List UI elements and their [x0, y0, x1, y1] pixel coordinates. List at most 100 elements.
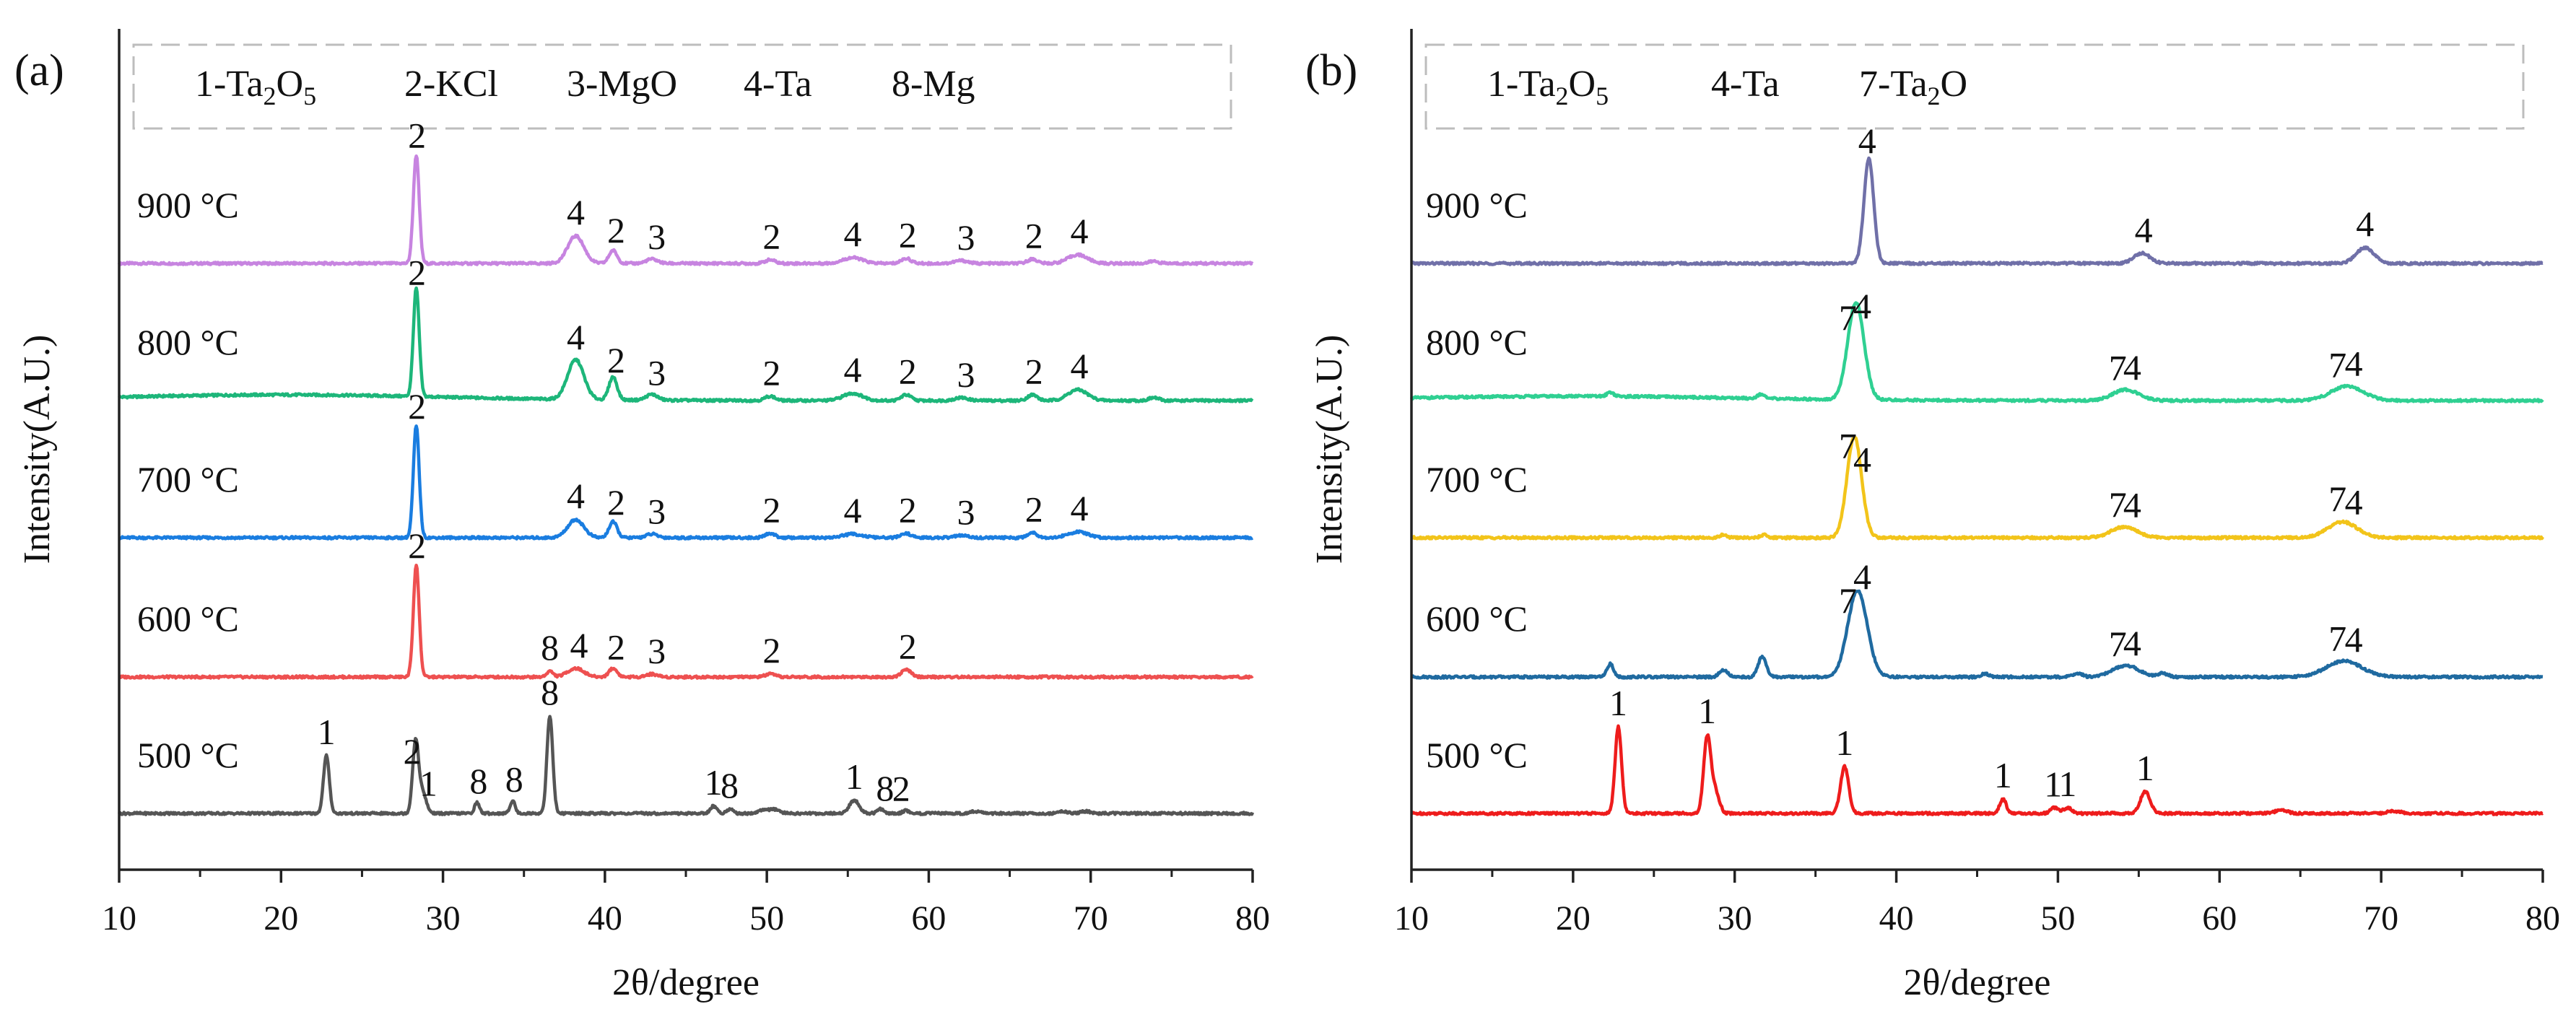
series-line	[118, 715, 1255, 816]
legend-entry: 4-Ta	[744, 64, 812, 105]
x-tick-label: 10	[1394, 899, 1429, 938]
peak-label: 2	[408, 525, 426, 566]
peak-label: 1	[318, 712, 336, 752]
peak-label: 4	[567, 192, 585, 232]
peak-label: 8	[721, 765, 739, 805]
peak-label: 2	[892, 769, 910, 809]
x-tick-label: 80	[1235, 899, 1270, 938]
x-tick-label: 70	[2364, 899, 2398, 938]
peak-label: 3	[957, 354, 975, 395]
y-axis-label: Intensity(A.U.)	[17, 335, 58, 564]
x-tick-label: 60	[911, 899, 946, 938]
peak-label: 7	[2109, 484, 2127, 525]
peak-label: 2	[899, 214, 917, 255]
panel-a: (a) Intensity(A.U.) 2θ/degree 1-Ta2O5 2-KCl 3…	[14, 29, 1270, 1003]
peak-label: 4	[2345, 344, 2363, 384]
peak-label: 4	[844, 490, 862, 530]
peak-label: 4	[567, 317, 585, 357]
peak-label: 2	[408, 253, 426, 293]
peak-label: 4	[1071, 211, 1089, 251]
x-tick-label: 40	[1879, 899, 1914, 938]
x-tick-label: 30	[1718, 899, 1752, 938]
x-tick-label: 10	[102, 899, 136, 938]
series-temperature-label: 800 °C	[137, 322, 239, 362]
legend-entry: 7-Ta2O	[1859, 64, 1967, 110]
peak-label: 2	[762, 489, 780, 530]
series-temperature-label: 700 °C	[1426, 459, 1528, 499]
series-line	[1410, 435, 2544, 541]
peak-label: 1	[1835, 722, 1853, 763]
series-temperature-label: 900 °C	[137, 185, 239, 225]
peak-label: 7	[2328, 618, 2346, 658]
legend-entry: 1-Ta2O5	[195, 64, 316, 110]
panel-label: (a)	[14, 46, 64, 95]
peak-label: 4	[1853, 286, 1871, 326]
series-temperature-label: 600 °C	[137, 598, 239, 639]
x-tick-label: 20	[1556, 899, 1591, 938]
legend-entry: 8-Mg	[892, 64, 975, 105]
legend-entry: 1-Ta2O5	[1487, 64, 1609, 110]
peak-label: 4	[1853, 439, 1871, 479]
panel-label: (b)	[1305, 46, 1357, 95]
x-tick-label: 60	[2202, 899, 2237, 938]
legend-box	[1424, 43, 2525, 130]
peak-label: 4	[2123, 485, 2141, 525]
peak-label: 4	[1853, 556, 1871, 597]
series-temperature-label: 500 °C	[137, 735, 239, 775]
peak-label: 1	[845, 756, 863, 797]
series-line	[118, 286, 1254, 403]
peak-label: 7	[2109, 624, 2127, 664]
legend-entry: 2-KCl	[404, 64, 498, 105]
peak-label: 2	[403, 731, 421, 772]
peak-label: 3	[957, 217, 975, 258]
peak-label: 4	[1858, 121, 1876, 161]
x-tick-label: 50	[749, 899, 784, 938]
peak-label: 2	[1025, 351, 1043, 391]
peak-label: 2	[408, 386, 426, 427]
series-line	[118, 563, 1254, 680]
x-tick-label: 20	[264, 899, 298, 938]
peak-label: 7	[2328, 344, 2346, 385]
peak-label: 4	[570, 625, 588, 665]
legend-box	[132, 43, 1232, 130]
panel-b: (b) Intensity(A.U.) 2θ/degree 1-Ta2O5 4-Ta 7-…	[1305, 29, 2560, 1003]
peak-label: 7	[1839, 297, 1857, 338]
peak-label: 2	[762, 352, 780, 393]
series-line	[117, 154, 1254, 266]
x-tick-label: 40	[588, 899, 622, 938]
peak-label: 2	[899, 626, 917, 667]
peak-label: 4	[2135, 209, 2153, 250]
peak-label: 2	[899, 351, 917, 391]
peak-label: 2	[607, 340, 625, 380]
peak-label: 8	[541, 672, 559, 712]
peak-label: 4	[2123, 623, 2141, 663]
peak-label: 2	[899, 489, 917, 530]
peak-label: 3	[957, 492, 975, 533]
peak-label: 8	[505, 759, 523, 800]
peak-label: 1	[2136, 748, 2154, 788]
x-tick-label: 50	[2040, 899, 2075, 938]
series-line	[1409, 301, 2544, 403]
series-temperature-label: 500 °C	[1426, 735, 1528, 775]
peak-label: 3	[648, 492, 666, 532]
peak-label: 2	[607, 210, 625, 250]
peak-label: 2	[762, 630, 780, 671]
series-temperature-label: 700 °C	[137, 459, 239, 499]
series-temperature-label: 800 °C	[1426, 322, 1528, 362]
peak-label: 2	[607, 626, 625, 667]
series-temperature-label: 900 °C	[1426, 185, 1528, 225]
peak-label: 7	[1839, 426, 1857, 466]
peak-label: 8	[541, 627, 559, 668]
peak-label: 4	[844, 349, 862, 390]
peak-label: 1	[1698, 691, 1716, 731]
peak-label: 2	[607, 482, 625, 523]
series-line	[1410, 156, 2544, 266]
peak-label: 4	[1071, 488, 1089, 528]
peak-label: 1	[2044, 764, 2062, 805]
peak-label: 4	[844, 214, 862, 254]
peak-label: 4	[2123, 347, 2141, 388]
legend-entry: 3-MgO	[567, 64, 677, 105]
peak-label: 7	[1839, 580, 1857, 621]
peak-label: 4	[1071, 346, 1089, 386]
